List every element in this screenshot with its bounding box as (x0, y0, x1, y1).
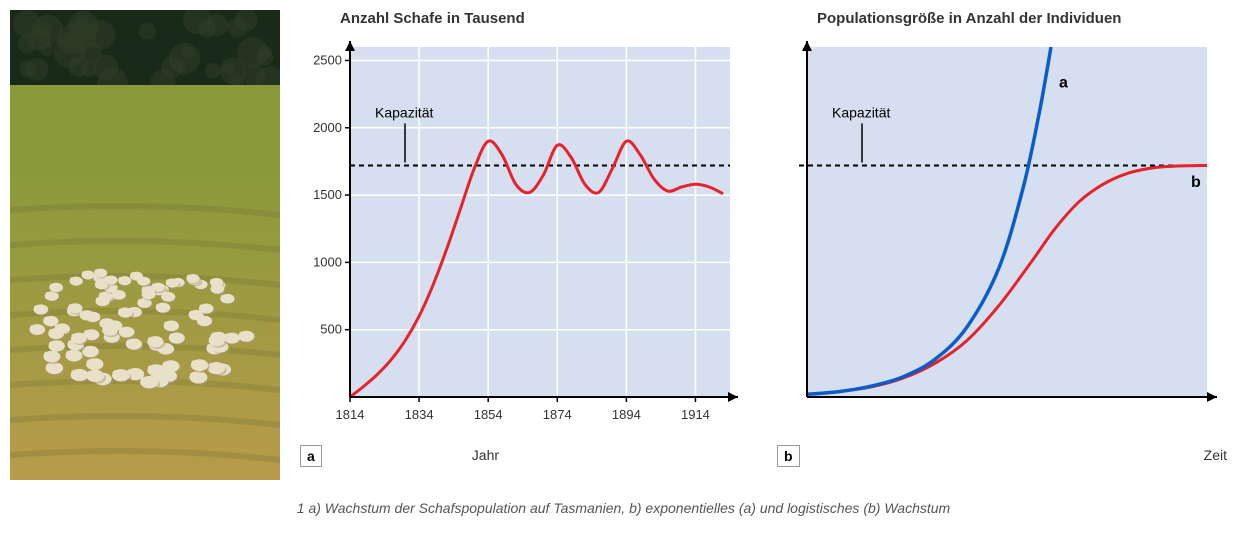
chart-a-block: Anzahl Schafe in Tausend Kapazität 1814 18… (300, 10, 757, 467)
svg-text:1874: 1874 (543, 407, 572, 422)
chart-b-xlabel: Zeit (1204, 447, 1227, 463)
svg-text:1814: 1814 (336, 407, 365, 422)
chart-a-xlabel: Jahr (472, 447, 499, 463)
chart-a-area: Kapazität 1814 1834 1854 1874 1894 1914 500 1000… (300, 37, 757, 437)
chart-a-title: Anzahl Schafe in Tausend (300, 10, 757, 27)
svg-text:1894: 1894 (612, 407, 641, 422)
figure-container: Anzahl Schafe in Tausend Kapazität 1814 18… (10, 10, 1237, 480)
svg-text:Kapazität: Kapazität (375, 104, 433, 120)
svg-text:1914: 1914 (681, 407, 710, 422)
sheep-photo (10, 10, 280, 480)
svg-text:500: 500 (320, 322, 342, 337)
panel-label-b: b (777, 445, 800, 467)
svg-text:1834: 1834 (405, 407, 434, 422)
svg-text:a: a (1059, 74, 1068, 91)
svg-text:1500: 1500 (313, 187, 342, 202)
chart-b-area: Kapazität a b (777, 37, 1237, 437)
svg-text:1000: 1000 (313, 254, 342, 269)
chart-b-title: Populationsgröße in Anzahl der Individue… (777, 10, 1237, 27)
panel-label-a: a (300, 445, 322, 467)
svg-text:2000: 2000 (313, 120, 342, 135)
svg-text:2500: 2500 (313, 52, 342, 67)
figure-caption: 1 a) Wachstum der Schafspopulation auf T… (10, 500, 1237, 516)
svg-text:1854: 1854 (474, 407, 503, 422)
chart-b-block: Populationsgröße in Anzahl der Individue… (777, 10, 1237, 467)
svg-text:b: b (1191, 174, 1201, 191)
svg-text:Kapazität: Kapazität (832, 104, 890, 120)
